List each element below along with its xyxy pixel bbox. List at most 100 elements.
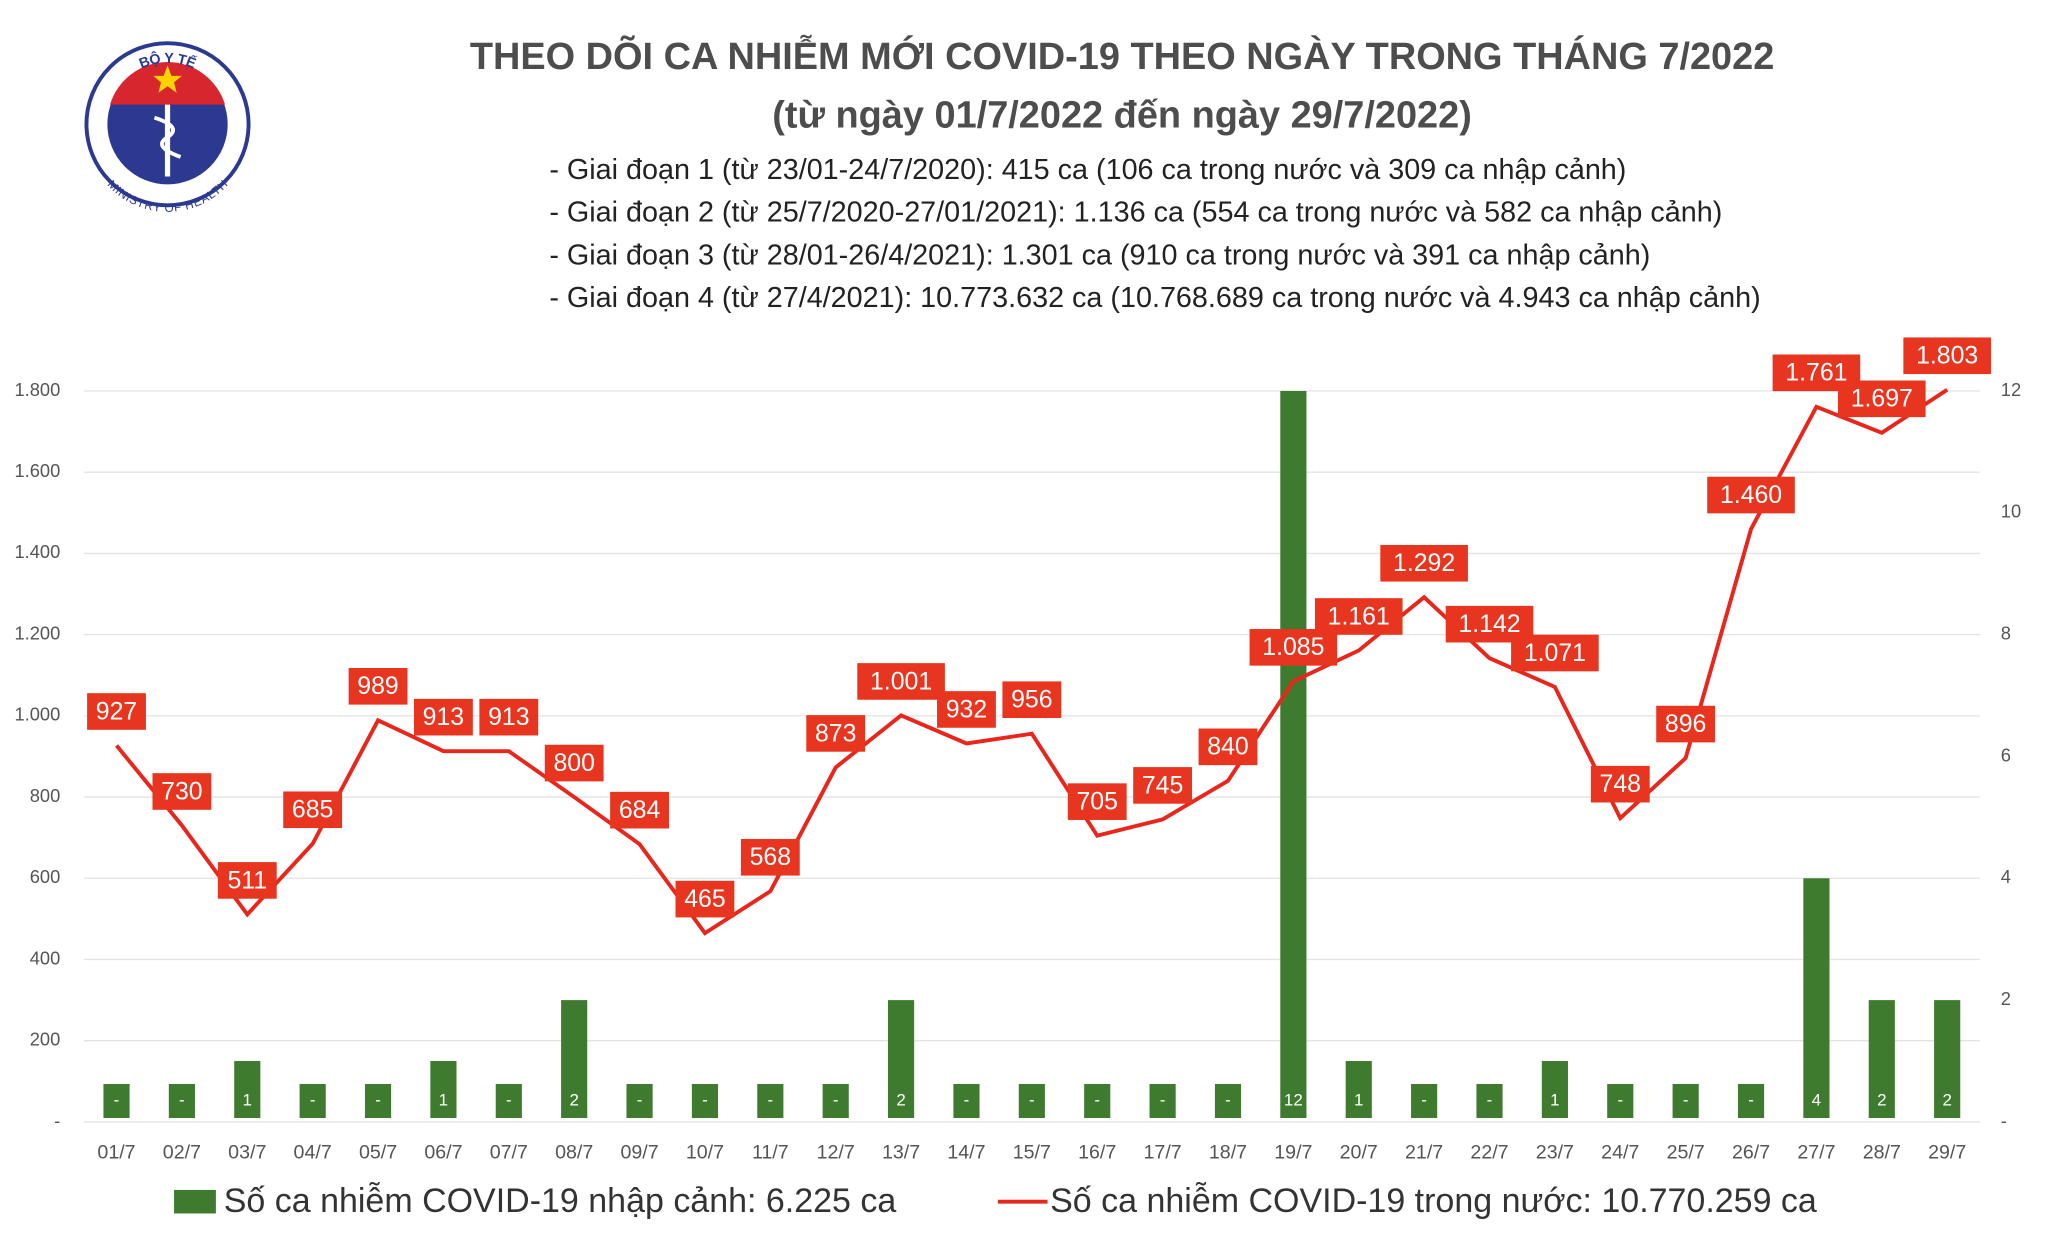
bar-label: - (1225, 1090, 1231, 1109)
x-tick-label: 19/7 (1274, 1142, 1312, 1164)
value-label-box (1837, 380, 1926, 418)
chart-title: THEO DÕI CA NHIỄM MỚI COVID-19 THEO NGÀY… (470, 33, 1774, 78)
x-tick-label: 24/7 (1601, 1142, 1639, 1164)
bar-label: 2 (1942, 1090, 1951, 1109)
annotation: - Giai đoạn 2 (từ 25/7/2020-27/01/2021):… (549, 197, 1722, 229)
x-tick-label: 20/7 (1340, 1142, 1378, 1164)
value-label-box (1002, 681, 1062, 719)
value-label-box (1198, 728, 1258, 766)
value-label-box (857, 663, 945, 700)
value-label: 1.803 (1916, 343, 1978, 370)
value-label-box (544, 744, 604, 782)
x-tick-label: 11/7 (752, 1142, 789, 1164)
x-tick-label: 23/7 (1536, 1142, 1574, 1164)
value-label-box (1707, 476, 1795, 514)
value-label-box (152, 773, 212, 810)
value-label: 685 (292, 797, 333, 824)
x-tick-label: 07/7 (490, 1142, 528, 1164)
x-tick-label: 12/7 (817, 1142, 855, 1164)
bar-label: 1 (243, 1090, 252, 1109)
value-label-box (413, 698, 473, 736)
bar (1018, 1084, 1045, 1119)
value-label-box (1314, 598, 1403, 635)
bar (1934, 1000, 1961, 1119)
x-tick-label: 29/7 (1928, 1142, 1966, 1164)
y2-tick-label: - (2001, 1110, 2007, 1131)
value-label: 873 (815, 720, 856, 747)
legend-label: Số ca nhiễm COVID-19 nhập cảnh: 6.225 ca (224, 1182, 897, 1220)
bar-label: - (1683, 1090, 1689, 1109)
x-tick-label: 14/7 (947, 1142, 985, 1164)
x-tick-label: 25/7 (1667, 1142, 1705, 1164)
value-label: 913 (488, 704, 529, 731)
x-tick-label: 16/7 (1078, 1142, 1116, 1164)
bar (626, 1084, 653, 1119)
value-label-box (1067, 783, 1127, 820)
bar (822, 1084, 849, 1119)
x-tick-label: 06/7 (424, 1142, 462, 1164)
value-label-box (348, 668, 408, 705)
x-tick-label: 05/7 (359, 1142, 397, 1164)
logo-star (153, 65, 182, 93)
value-label: 465 (684, 886, 725, 913)
bar (1868, 1000, 1895, 1119)
value-label: 913 (423, 704, 464, 731)
y2-tick-label: 8 (2001, 622, 2011, 643)
y2-tick-label: 2 (2001, 988, 2011, 1009)
value-label: 1.761 (1785, 360, 1847, 387)
x-tick-label: 04/7 (294, 1142, 332, 1164)
value-label: 1.292 (1393, 550, 1455, 577)
bar (1672, 1084, 1699, 1119)
bar-label: - (637, 1090, 643, 1109)
bar-label: 2 (569, 1090, 578, 1109)
y-tick-label: - (54, 1110, 60, 1131)
bar (1345, 1061, 1372, 1119)
bar (1280, 390, 1307, 1119)
bar-label: - (1617, 1090, 1623, 1109)
value-label-box (1249, 629, 1338, 666)
value-label: 840 (1207, 734, 1248, 761)
y-tick-label: 400 (30, 947, 61, 968)
x-tick-label: 10/7 (686, 1142, 724, 1164)
value-label-box (283, 791, 343, 829)
bar-label: - (833, 1090, 839, 1109)
logo-snake (153, 115, 182, 159)
bar-label: - (1421, 1090, 1427, 1109)
value-label-box (806, 715, 866, 752)
y2-tick-label: 4 (2001, 866, 2011, 887)
y-tick-label: 200 (30, 1029, 61, 1050)
y2-tick-label: 6 (2001, 744, 2011, 765)
x-tick-label: 08/7 (555, 1142, 593, 1164)
value-label-box (610, 791, 669, 829)
bar-label: - (1160, 1090, 1166, 1109)
bar (1084, 1084, 1111, 1119)
value-label: 896 (1665, 711, 1706, 738)
value-label-box (87, 693, 146, 730)
bar (430, 1061, 457, 1119)
value-label-box (1511, 634, 1599, 672)
x-tick-label: 01/7 (97, 1142, 135, 1164)
y2-tick-label: 12 (2001, 379, 2021, 400)
bar (103, 1084, 130, 1119)
value-label: 705 (1077, 789, 1118, 816)
bar-label: - (1487, 1090, 1493, 1109)
bar-label: - (767, 1090, 773, 1109)
value-label-box (479, 698, 539, 736)
x-tick-label: 26/7 (1732, 1142, 1770, 1164)
x-tick-label: 21/7 (1405, 1142, 1443, 1164)
x-tick-label: 03/7 (228, 1142, 266, 1164)
bar (888, 1000, 915, 1119)
value-label-box (1590, 765, 1650, 803)
bar (1737, 1084, 1765, 1119)
bar (1411, 1084, 1438, 1119)
y-tick-label: 1.600 (14, 460, 60, 481)
value-label: 745 (1142, 772, 1183, 799)
value-label-box (1380, 544, 1468, 582)
y-tick-label: 1.400 (14, 541, 60, 562)
value-label: 927 (96, 698, 137, 725)
x-tick-label: 18/7 (1209, 1142, 1247, 1164)
value-label: 1.071 (1524, 640, 1586, 667)
bar-label: - (506, 1090, 512, 1109)
